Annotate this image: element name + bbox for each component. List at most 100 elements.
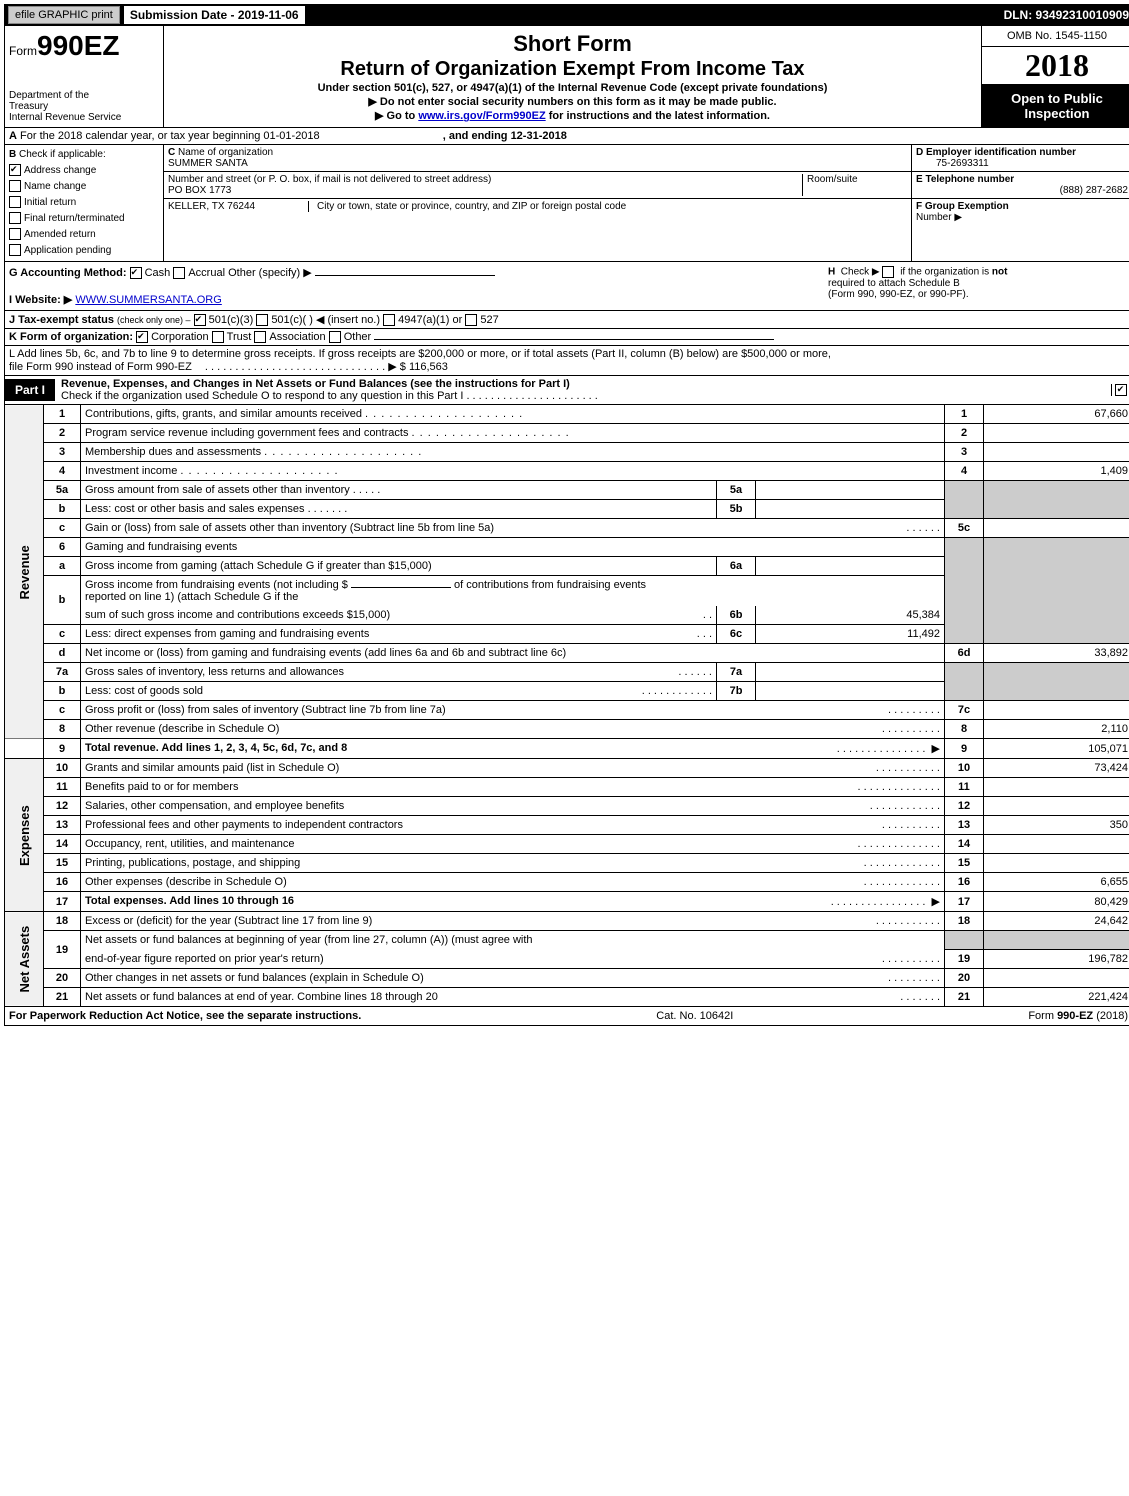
table-row: d Net income or (loss) from gaming and f…	[5, 644, 1129, 663]
efile-print-button[interactable]: efile GRAPHIC print	[8, 6, 120, 24]
table-row: 7a Gross sales of inventory, less return…	[5, 663, 1129, 682]
under-section-text: Under section 501(c), 527, or 4947(a)(1)…	[168, 82, 977, 94]
line-16-value: 6,655	[984, 873, 1129, 892]
expenses-side-label: Expenses	[5, 759, 44, 912]
line-8-value: 2,110	[984, 720, 1129, 739]
final-return-checkbox[interactable]	[9, 212, 21, 224]
gross-receipts-note: L Add lines 5b, 6c, and 7b to line 9 to …	[4, 346, 1129, 376]
short-form-title: Short Form	[168, 31, 977, 57]
org-info-row: B Check if applicable: Address change Na…	[4, 145, 1129, 262]
table-row: 3 Membership dues and assessments 3	[5, 443, 1129, 462]
part-1-label: Part I	[5, 379, 55, 401]
accrual-checkbox[interactable]	[173, 267, 185, 279]
org-address: PO BOX 1773	[168, 185, 231, 196]
tax-exempt-status: J Tax-exempt status (check only one) – 5…	[4, 311, 1129, 329]
table-row: 6 Gaming and fundraising events	[5, 538, 1129, 557]
table-row: end-of-year figure reported on prior yea…	[5, 949, 1129, 968]
table-row: c Gross profit or (loss) from sales of i…	[5, 701, 1129, 720]
table-row: 14 Occupancy, rent, utilities, and maint…	[5, 835, 1129, 854]
submission-date: Submission Date - 2019-11-06	[124, 6, 305, 24]
table-row: Expenses 10 Grants and similar amounts p…	[5, 759, 1129, 778]
table-row: 4 Investment income 4 1,409	[5, 462, 1129, 481]
do-not-enter-text: ▶ Do not enter social security numbers o…	[168, 95, 977, 108]
line-6d-value: 33,892	[984, 644, 1129, 663]
table-row: Net Assets 18 Excess or (deficit) for th…	[5, 912, 1129, 931]
open-to-public: Open to PublicInspection	[982, 85, 1129, 127]
schedule-o-checkbox[interactable]	[1115, 384, 1127, 396]
association-checkbox[interactable]	[254, 331, 266, 343]
table-row: 19 Net assets or fund balances at beginn…	[5, 931, 1129, 950]
address-change-checkbox[interactable]	[9, 164, 21, 176]
ein-value: 75-2693311	[916, 158, 989, 169]
part-1-header: Part I Revenue, Expenses, and Changes in…	[4, 376, 1129, 405]
501c3-checkbox[interactable]	[194, 314, 206, 326]
part-1-title: Revenue, Expenses, and Changes in Net As…	[55, 376, 1111, 404]
table-row: 15 Printing, publications, postage, and …	[5, 854, 1129, 873]
table-row: 2 Program service revenue including gove…	[5, 424, 1129, 443]
return-title: Return of Organization Exempt From Incom…	[168, 58, 977, 81]
form-of-organization: K Form of organization: Corporation Trus…	[4, 329, 1129, 346]
net-assets-side-label: Net Assets	[5, 912, 44, 1007]
group-exemption-block: F Group Exemption Number ▶	[912, 199, 1129, 225]
dln-number: DLN: 93492310010909	[1004, 8, 1129, 22]
line-13-value: 350	[984, 816, 1129, 835]
schedule-b-checkbox[interactable]	[882, 266, 894, 278]
telephone-value: (888) 287-2682	[1060, 185, 1128, 196]
table-row: 11 Benefits paid to or for members . . .…	[5, 778, 1129, 797]
goto-text: ▶ Go to www.irs.gov/Form990EZ for instru…	[168, 109, 977, 122]
line-18-value: 24,642	[984, 912, 1129, 931]
line-21-value: 221,424	[984, 987, 1129, 1006]
other-checkbox[interactable]	[329, 331, 341, 343]
table-row: Revenue 1 Contributions, gifts, grants, …	[5, 405, 1129, 424]
org-city: KELLER, TX 76244	[168, 201, 255, 212]
table-row: 17 Total expenses. Add lines 10 through …	[5, 892, 1129, 912]
section-h: H Check ▶ if the organization is not req…	[828, 266, 1128, 306]
tax-year: 2018	[982, 47, 1129, 85]
cash-checkbox[interactable]	[130, 267, 142, 279]
form-header: Form990EZ Department of the Treasury Int…	[4, 26, 1129, 128]
department-label: Department of the Treasury Internal Reve…	[9, 90, 159, 123]
name-change-checkbox[interactable]	[9, 180, 21, 192]
table-row: c Gain or (loss) from sale of assets oth…	[5, 519, 1129, 538]
line-19-value: 196,782	[984, 949, 1129, 968]
527-checkbox[interactable]	[465, 314, 477, 326]
line-9-value: 105,071	[984, 739, 1129, 759]
corporation-checkbox[interactable]	[136, 331, 148, 343]
lines-table: Revenue 1 Contributions, gifts, grants, …	[4, 405, 1129, 1007]
amended-return-checkbox[interactable]	[9, 228, 21, 240]
footer-left: For Paperwork Reduction Act Notice, see …	[9, 1010, 361, 1022]
org-name: SUMMER SANTA	[168, 158, 248, 169]
telephone-block: E Telephone number (888) 287-2682	[912, 172, 1129, 199]
table-row: 8 Other revenue (describe in Schedule O)…	[5, 720, 1129, 739]
footer-right: Form 990-EZ (2018)	[1028, 1010, 1128, 1022]
ein-block: D Employer identification number 75-2693…	[912, 145, 1129, 172]
org-name-row: C Name of organization SUMMER SANTA	[164, 145, 911, 172]
table-row: 12 Salaries, other compensation, and emp…	[5, 797, 1129, 816]
application-pending-checkbox[interactable]	[9, 244, 21, 256]
line-6c-value: 11,492	[756, 625, 945, 644]
website-link[interactable]: WWW.SUMMERSANTA.ORG	[75, 294, 221, 306]
501c-checkbox[interactable]	[256, 314, 268, 326]
trust-checkbox[interactable]	[212, 331, 224, 343]
table-row: 13 Professional fees and other payments …	[5, 816, 1129, 835]
section-a: A For the 2018 calendar year, or tax yea…	[4, 128, 1129, 145]
check-if-applicable: B Check if applicable: Address change Na…	[5, 145, 164, 261]
page-footer: For Paperwork Reduction Act Notice, see …	[4, 1007, 1129, 1026]
org-address-row: Number and street (or P. O. box, if mail…	[164, 172, 911, 199]
table-row: 5a Gross amount from sale of assets othe…	[5, 481, 1129, 500]
org-city-row: KELLER, TX 76244 City or town, state or …	[164, 199, 911, 214]
initial-return-checkbox[interactable]	[9, 196, 21, 208]
line-10-value: 73,424	[984, 759, 1129, 778]
omb-number: OMB No. 1545-1150	[982, 26, 1129, 47]
footer-center: Cat. No. 10642I	[656, 1010, 733, 1022]
table-row: 20 Other changes in net assets or fund b…	[5, 968, 1129, 987]
revenue-side-label: Revenue	[5, 405, 44, 739]
table-row: 9 Total revenue. Add lines 1, 2, 3, 4, 5…	[5, 739, 1129, 759]
irs-link[interactable]: www.irs.gov/Form990EZ	[418, 110, 545, 122]
table-row: 16 Other expenses (describe in Schedule …	[5, 873, 1129, 892]
line-17-value: 80,429	[984, 892, 1129, 912]
4947-checkbox[interactable]	[383, 314, 395, 326]
line-1-value: 67,660	[984, 405, 1129, 424]
table-row: 21 Net assets or fund balances at end of…	[5, 987, 1129, 1006]
accounting-website-row: G Accounting Method: Cash Accrual Other …	[4, 262, 1129, 311]
